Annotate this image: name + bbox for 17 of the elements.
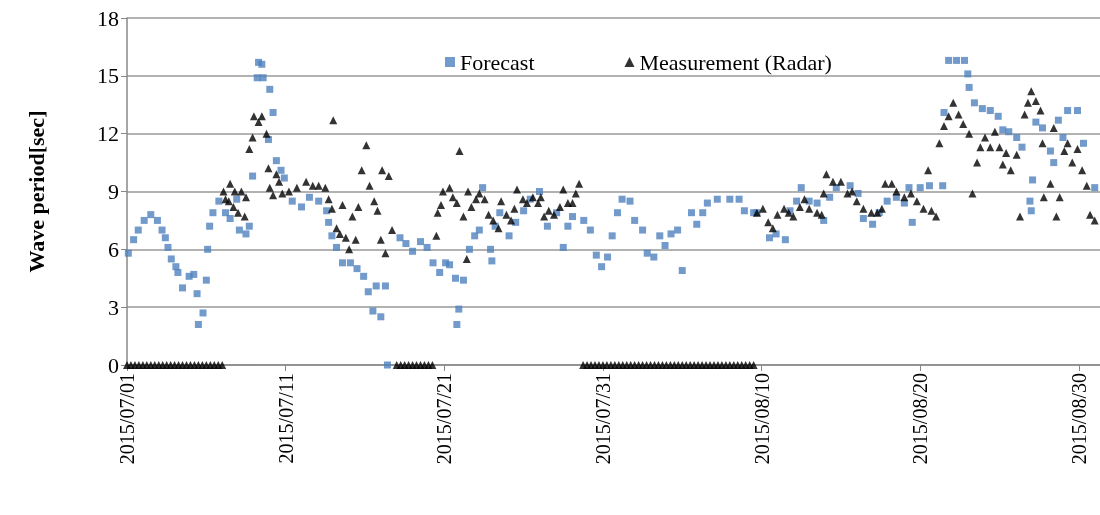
x-tick-label: 2015/07/11 <box>274 373 297 464</box>
y-tick-label: 9 <box>108 179 119 204</box>
x-tick-label: 2015/07/21 <box>433 373 456 465</box>
y-tick-label: 18 <box>97 5 119 31</box>
x-tick-label: 2015/08/20 <box>909 373 932 465</box>
x-tick-label: 2015/08/10 <box>750 373 773 465</box>
x-tick-label: 2015/07/01 <box>116 373 138 465</box>
x-tick-label: 2015/08/30 <box>1067 373 1090 465</box>
y-axis-title: Wave period[sec] <box>23 110 49 273</box>
y-tick-label: 3 <box>108 294 119 320</box>
y-tick-label: 6 <box>108 236 119 262</box>
legend-label: Measurement (Radar) <box>639 49 832 75</box>
y-tick-label: 12 <box>97 121 119 147</box>
y-tick-label: 15 <box>97 63 119 89</box>
y-tick-label: 0 <box>108 352 119 378</box>
x-tick-label: 2015/07/31 <box>591 373 614 465</box>
legend-label: Forecast <box>460 49 535 75</box>
